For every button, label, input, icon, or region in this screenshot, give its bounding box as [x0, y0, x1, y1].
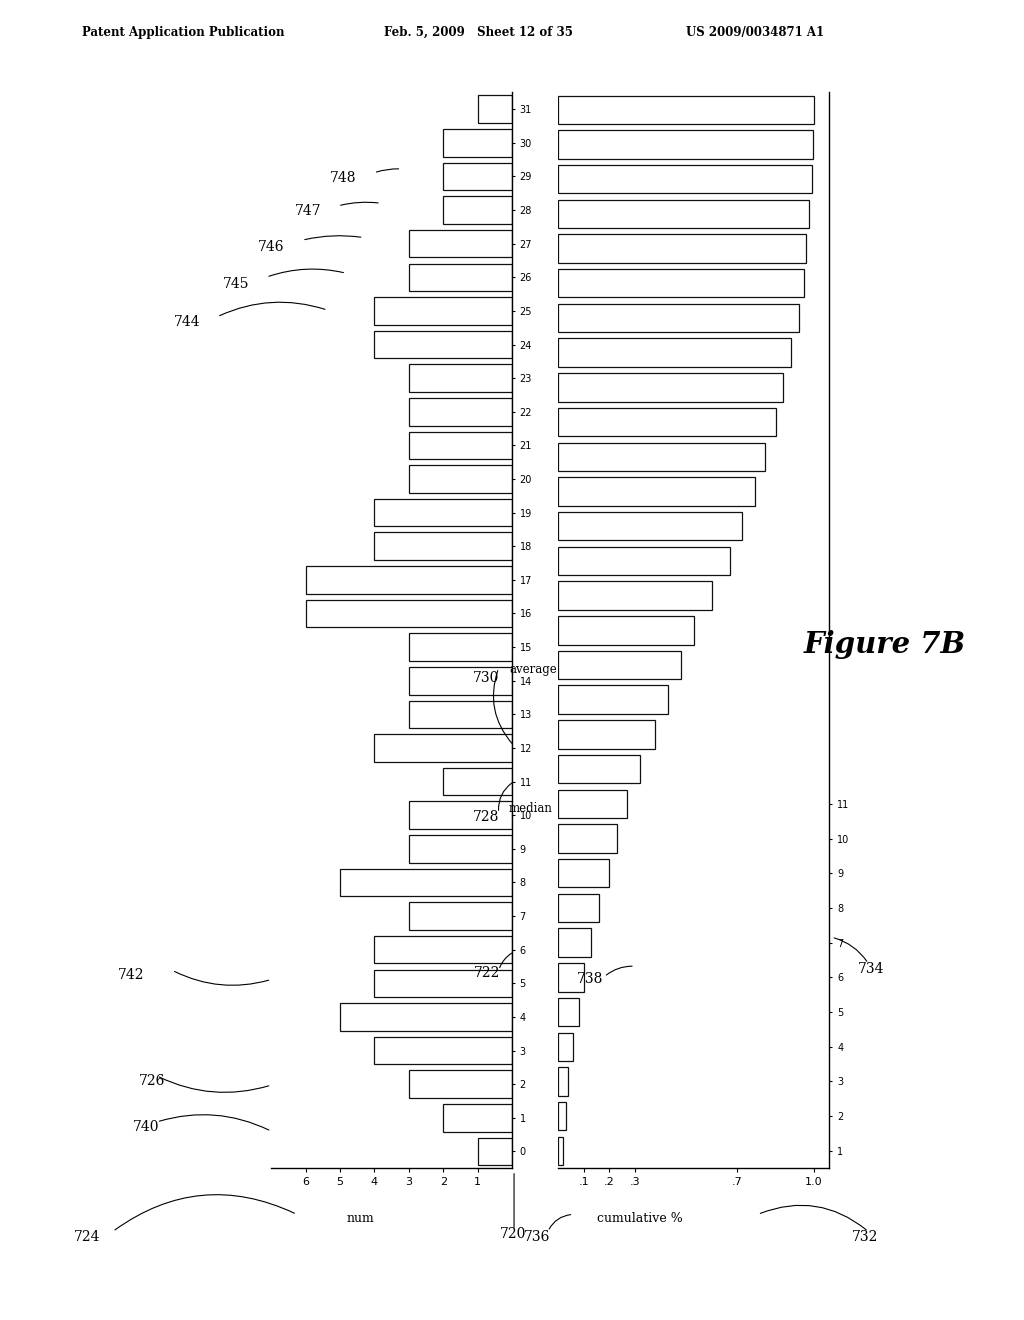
Bar [558, 859, 609, 887]
Text: 732: 732 [852, 1230, 879, 1243]
Bar [375, 532, 512, 560]
Text: 728: 728 [473, 810, 500, 824]
Bar [558, 199, 809, 228]
Bar [558, 755, 640, 783]
Bar [558, 235, 807, 263]
Text: 726: 726 [139, 1074, 166, 1088]
Bar [558, 1137, 563, 1166]
Bar [558, 789, 627, 818]
Bar [558, 824, 616, 853]
Bar [558, 685, 669, 714]
Text: Patent Application Publication: Patent Application Publication [82, 25, 285, 38]
Text: 730: 730 [473, 672, 500, 685]
Text: 748: 748 [330, 172, 356, 185]
Bar [558, 408, 776, 437]
Text: 746: 746 [258, 240, 285, 253]
Bar [558, 304, 799, 333]
Bar [477, 95, 512, 123]
Bar [409, 667, 512, 694]
Bar [409, 264, 512, 292]
Bar [558, 1032, 573, 1061]
Text: average: average [509, 663, 557, 676]
Bar [558, 95, 814, 124]
Bar [558, 721, 655, 748]
Bar [409, 230, 512, 257]
Bar [409, 701, 512, 729]
Bar [409, 903, 512, 929]
Bar [558, 478, 756, 506]
Bar [558, 1067, 568, 1096]
Bar [558, 998, 579, 1026]
Bar [558, 928, 592, 957]
Bar [375, 1036, 512, 1064]
Text: median: median [509, 801, 553, 814]
Text: Figure 7B: Figure 7B [804, 631, 966, 660]
Text: 722: 722 [474, 966, 501, 979]
Bar [443, 1104, 512, 1131]
Bar [306, 566, 512, 594]
Text: 738: 738 [577, 973, 603, 986]
Bar [409, 465, 512, 492]
Bar [558, 964, 584, 991]
Bar [558, 165, 811, 194]
Bar [558, 374, 783, 401]
Bar [558, 616, 694, 644]
Text: 742: 742 [118, 969, 144, 982]
Bar [558, 512, 742, 540]
Text: 736: 736 [524, 1230, 551, 1243]
Bar [375, 734, 512, 762]
Bar [375, 297, 512, 325]
Text: US 2009/0034871 A1: US 2009/0034871 A1 [686, 25, 824, 38]
Bar [558, 269, 804, 297]
Text: 734: 734 [858, 962, 885, 975]
Bar [558, 338, 792, 367]
Bar [409, 399, 512, 425]
Text: 744: 744 [174, 315, 201, 329]
Bar [558, 546, 729, 576]
Bar [409, 1071, 512, 1098]
Bar [558, 442, 766, 471]
Text: num: num [346, 1212, 375, 1225]
Bar [375, 331, 512, 358]
Bar [409, 836, 512, 862]
Text: 747: 747 [295, 205, 322, 218]
Bar [375, 499, 512, 527]
Text: 745: 745 [223, 277, 250, 290]
Bar [443, 197, 512, 224]
Bar [558, 894, 599, 923]
Bar [340, 869, 512, 896]
Bar [409, 364, 512, 392]
Bar [375, 969, 512, 997]
Bar [558, 581, 712, 610]
Text: 720: 720 [500, 1228, 526, 1241]
Bar [443, 129, 512, 157]
Bar [477, 1138, 512, 1166]
Bar [409, 432, 512, 459]
Text: 724: 724 [74, 1230, 100, 1243]
Bar [409, 634, 512, 661]
Text: Feb. 5, 2009   Sheet 12 of 35: Feb. 5, 2009 Sheet 12 of 35 [384, 25, 572, 38]
Bar [409, 801, 512, 829]
Bar [306, 599, 512, 627]
Bar [558, 131, 813, 158]
Bar [443, 162, 512, 190]
Bar [558, 651, 681, 680]
Bar [558, 1102, 565, 1130]
Text: cumulative %: cumulative % [597, 1212, 683, 1225]
Bar [375, 936, 512, 964]
Bar [443, 768, 512, 796]
Text: 740: 740 [133, 1121, 160, 1134]
Bar [340, 1003, 512, 1031]
